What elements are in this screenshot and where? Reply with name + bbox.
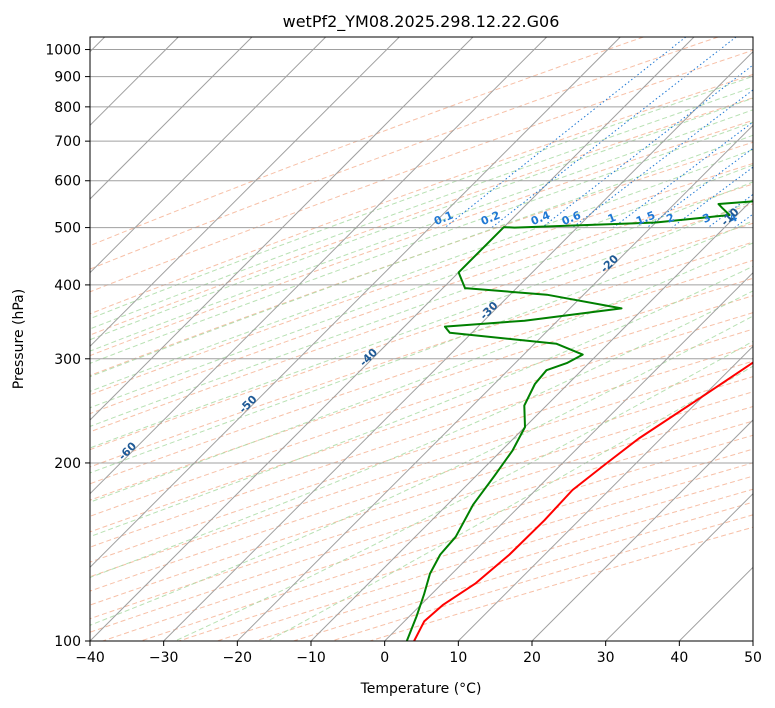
moist-adiabat (90, 134, 753, 378)
dry-adiabat (90, 391, 753, 606)
y-axis-label: Pressure (hPa) (11, 289, 27, 389)
isotherm (752, 640, 753, 641)
dry-adiabat (90, 328, 753, 548)
x-tick-label: −20 (223, 650, 253, 666)
x-tick-label: 10 (449, 650, 467, 666)
y-tick-label: 100 (54, 634, 81, 650)
dry-adiabat (90, 312, 753, 533)
dry-adiabat (90, 222, 753, 451)
isotherm (236, 124, 753, 641)
moist-adiabat (90, 148, 753, 392)
mixing-ratio-label: 3 (701, 211, 713, 226)
isotherm (384, 271, 753, 641)
x-tick-label: −40 (75, 650, 105, 666)
y-tick-label: 900 (54, 70, 81, 86)
mixing-ratio-line (541, 64, 753, 228)
isotherm (90, 37, 621, 569)
isotherm (310, 198, 753, 641)
moist-adiabat (90, 200, 753, 449)
y-tick-label: 700 (54, 134, 81, 150)
moist-adiabat (90, 109, 753, 352)
y-tick-label: 600 (54, 174, 81, 190)
dry-adiabat (90, 203, 753, 433)
temperature-line (413, 361, 753, 641)
dry-adiabat (90, 241, 753, 468)
sounding-series (405, 200, 753, 641)
isotherm (90, 37, 327, 274)
y-tick-label: 1000 (45, 43, 81, 59)
dry-adiabat (90, 344, 753, 563)
isotherm (90, 37, 548, 495)
background-lines (90, 37, 753, 641)
pressure-grid (90, 49, 753, 641)
plot-background (90, 37, 753, 641)
dry-adiabat (90, 295, 753, 517)
isotherm (90, 37, 400, 348)
dry-adiabat (90, 183, 753, 415)
x-tick-label: 30 (597, 650, 615, 666)
x-tick-label: −10 (296, 650, 326, 666)
dry-adiabat (90, 277, 753, 501)
y-axis: 100 200 300 400 500 600 700 800 900 1000 (45, 43, 90, 650)
y-tick-label: 500 (54, 221, 81, 237)
y-tick-label: 400 (54, 278, 81, 294)
isotherm (605, 492, 753, 641)
moist-adiabat (90, 97, 753, 341)
moist-adiabat (90, 181, 753, 427)
mixing-ratio-line (671, 166, 753, 228)
dry-adiabat (90, 37, 719, 270)
chart-title: wetPf2_YM08.2025.298.12.22.G06 (283, 12, 560, 32)
mixing-ratio-line (572, 89, 753, 228)
dry-adiabat (90, 49, 753, 293)
dry-adiabat (90, 141, 753, 377)
dewpoint-line (405, 200, 753, 641)
moist-adiabat (90, 164, 753, 409)
isotherm (90, 37, 474, 421)
moist-adiabat (90, 242, 753, 503)
x-tick-label: 20 (523, 650, 541, 666)
y-tick-label: 200 (54, 456, 81, 472)
isotherm (163, 50, 753, 641)
dry-adiabat (90, 162, 753, 396)
x-tick-label: 40 (670, 650, 688, 666)
y-tick-label: 800 (54, 100, 81, 116)
dry-adiabat (90, 376, 753, 592)
isotherm (457, 345, 753, 641)
moist-adiabat (90, 265, 753, 538)
dry-adiabat (90, 360, 753, 578)
mixing-ratio-label: 2 (664, 211, 676, 226)
x-tick-label: 0 (380, 650, 389, 666)
plot-frame (89, 36, 754, 642)
x-axis-label: Temperature (°C) (360, 681, 482, 697)
isotherm (90, 37, 253, 200)
x-tick-label: 50 (744, 650, 762, 666)
moist-adiabat (90, 121, 753, 364)
isotherm (90, 37, 695, 641)
isotherm (531, 419, 753, 641)
mixing-ratio-label: 1 (606, 211, 618, 226)
dry-adiabat (90, 97, 753, 336)
moist-adiabat (90, 75, 753, 320)
x-axis: −40 −30 −20 −10 0 10 20 30 40 50 (75, 641, 762, 666)
x-tick-label: −30 (149, 650, 179, 666)
y-tick-label: 300 (54, 352, 81, 368)
